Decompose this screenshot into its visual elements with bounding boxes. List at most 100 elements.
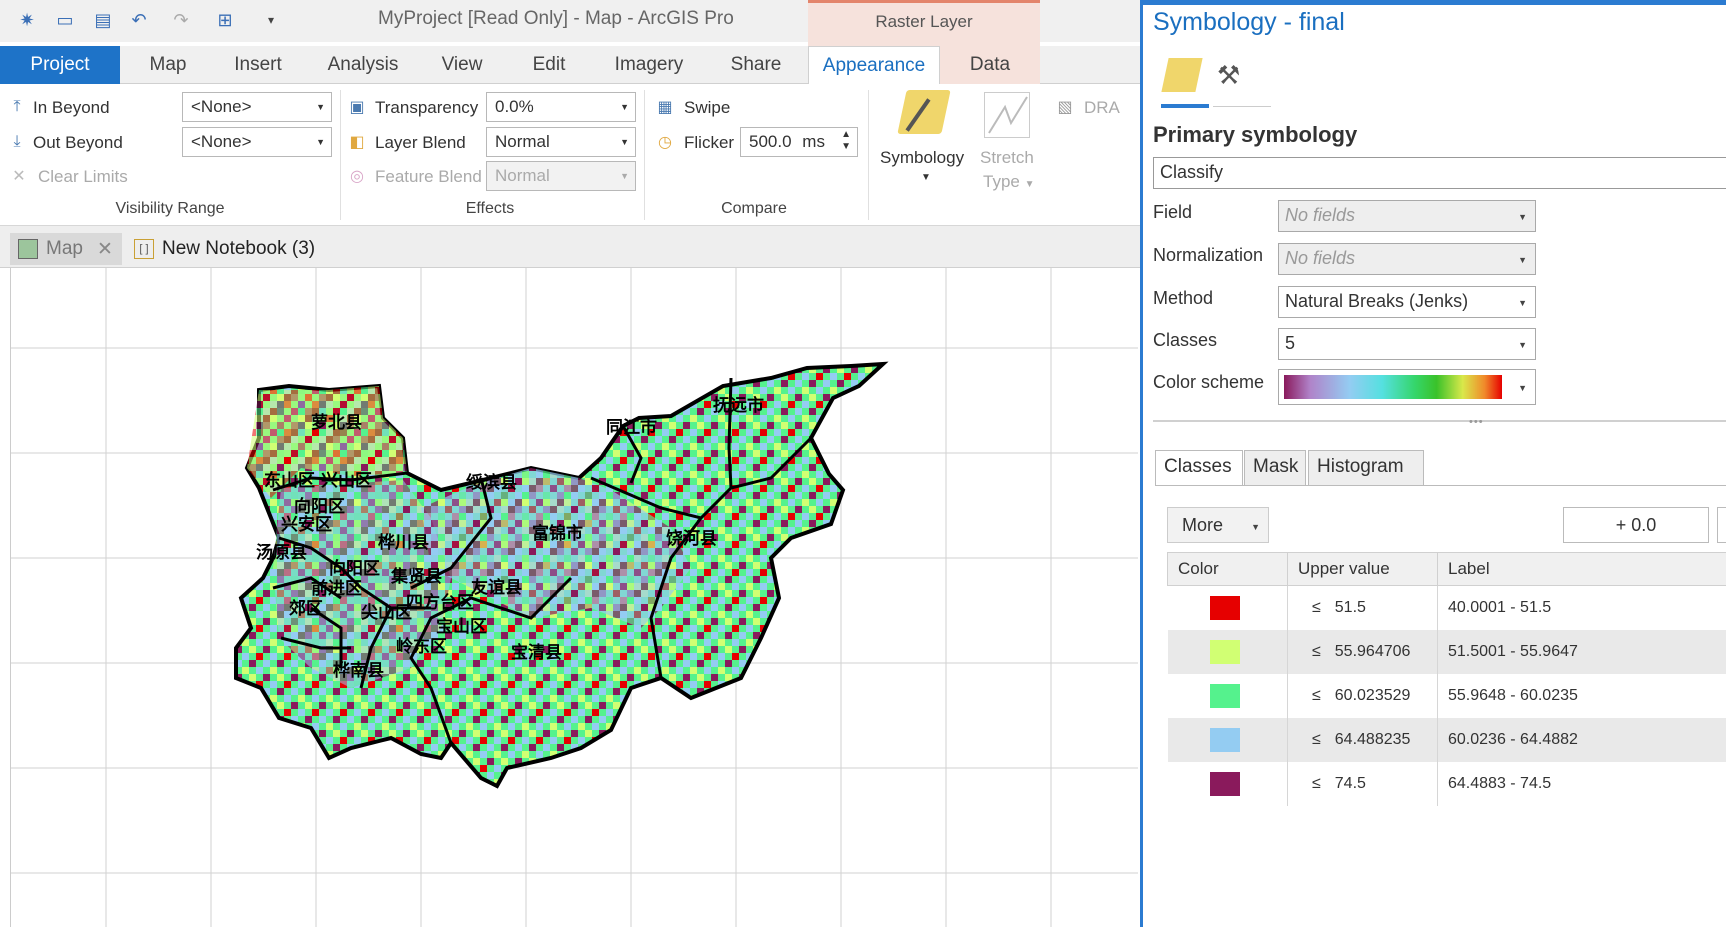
normalization-select[interactable]: No fields ▼ xyxy=(1278,243,1536,275)
spinner-arrows-icon[interactable]: ▲ ▼ xyxy=(841,129,851,152)
label-cell[interactable]: 55.9648 - 60.0235 xyxy=(1437,673,1726,718)
table-row[interactable]: ≤60.023529 55.9648 - 60.0235 xyxy=(1167,673,1726,718)
layer-blend-combo[interactable]: Normal ▼ xyxy=(486,127,636,157)
tab-edit[interactable]: Edit xyxy=(532,54,566,75)
tab-imagery[interactable]: Imagery xyxy=(614,54,684,75)
tab-view[interactable]: View xyxy=(441,54,483,75)
color-cell[interactable] xyxy=(1167,717,1288,762)
view-tab-notebook[interactable]: [ ] New Notebook (3) xyxy=(134,233,374,265)
col-upper-value[interactable]: Upper value xyxy=(1287,552,1438,586)
col-color[interactable]: Color xyxy=(1167,552,1288,586)
subtab-mask[interactable]: Mask xyxy=(1244,450,1306,486)
more-button[interactable]: More ▼ xyxy=(1167,507,1269,543)
upper-value: 55.964706 xyxy=(1334,642,1411,660)
class-color-swatch[interactable] xyxy=(1209,639,1240,664)
county-label: 同江市 xyxy=(606,417,657,438)
extra-button[interactable] xyxy=(1717,507,1726,543)
offset-input[interactable]: + 0.0 xyxy=(1563,507,1709,543)
county-label: 友谊县 xyxy=(471,577,522,598)
close-icon[interactable]: ✕ xyxy=(96,238,113,260)
county-label: 集贤县 xyxy=(390,566,442,587)
renderer-select[interactable]: Classify xyxy=(1153,157,1726,189)
color-cell[interactable] xyxy=(1167,629,1288,674)
flicker-interval-spinner[interactable]: 500.0 ms ▲ ▼ xyxy=(740,127,858,157)
in-beyond-label: In Beyond xyxy=(33,98,110,117)
splitter-grip-icon[interactable]: ••• xyxy=(1469,416,1484,428)
map-view[interactable]: 萝北县 同江市 抚远市 东山区 兴山区 绥滨县 向阳区 兴安区 汤原县 桦川县 富锦市 饶河县 向阳区集… xyxy=(10,268,1138,927)
upper-value-cell[interactable]: ≤60.023529 xyxy=(1287,673,1438,718)
class-color-swatch[interactable] xyxy=(1209,771,1240,796)
label-cell[interactable]: 40.0001 - 51.5 xyxy=(1437,585,1726,630)
label-cell[interactable]: 64.4883 - 74.5 xyxy=(1437,761,1726,806)
new-project-icon[interactable]: ✷ xyxy=(19,9,35,30)
offset-value: + 0.0 xyxy=(1615,515,1657,535)
upper-value-cell[interactable]: ≤64.488235 xyxy=(1287,717,1438,762)
transparency-combo[interactable]: 0.0% ▼ xyxy=(486,92,636,122)
save-project-icon[interactable]: ▤ xyxy=(94,9,112,30)
layer-blend-icon: ◧ xyxy=(349,134,365,151)
subtab-classes[interactable]: Classes xyxy=(1155,450,1243,486)
stretch-type-button[interactable]: Type ▼ xyxy=(983,172,1035,192)
table-row[interactable]: ≤74.5 64.4883 - 74.5 xyxy=(1167,761,1726,806)
effects-group-label: Effects xyxy=(465,200,515,217)
upper-value-cell[interactable]: ≤55.964706 xyxy=(1287,629,1438,674)
field-select[interactable]: No fields ▼ xyxy=(1278,200,1536,232)
class-color-swatch[interactable] xyxy=(1209,595,1240,620)
method-select[interactable]: Natural Breaks (Jenks) ▼ xyxy=(1278,286,1536,318)
masking-tab-icon[interactable]: ⚒ xyxy=(1217,60,1241,90)
chevron-down-icon: ▼ xyxy=(1518,383,1527,393)
tab-appearance[interactable]: Appearance xyxy=(808,46,940,85)
view-tab-map[interactable]: Map ✕ xyxy=(10,233,122,265)
tab-share[interactable]: Share xyxy=(730,54,782,75)
compare-group-label: Compare xyxy=(721,200,787,217)
clear-limits-button[interactable]: Clear Limits xyxy=(38,167,128,186)
subtab-histogram[interactable]: Histogram xyxy=(1308,450,1424,486)
feature-blend-combo[interactable]: Normal ▼ xyxy=(486,161,636,191)
app-title: MyProject [Read Only] - Map - ArcGIS Pro xyxy=(378,8,734,29)
raster-region[interactable] xyxy=(234,361,889,789)
dra-button[interactable]: DRA xyxy=(1084,98,1120,117)
county-label: 岭东区 xyxy=(396,636,447,657)
class-color-swatch[interactable] xyxy=(1209,683,1240,708)
col-label[interactable]: Label xyxy=(1437,552,1726,586)
view-tab-notebook-label: New Notebook (3) xyxy=(162,238,316,259)
table-row[interactable]: ≤64.488235 60.0236 - 64.4882 xyxy=(1167,717,1726,762)
undo-icon[interactable]: ↶ xyxy=(131,9,147,30)
layer-blend-label: Layer Blend xyxy=(375,133,466,152)
open-project-icon[interactable]: ▭ xyxy=(56,9,74,30)
symbology-button[interactable]: Symbology xyxy=(880,148,965,167)
color-scheme-select[interactable]: ▼ xyxy=(1278,369,1536,405)
transparency-label: Transparency xyxy=(375,98,479,117)
county-label: 四方台区 xyxy=(406,592,474,613)
in-beyond-combo[interactable]: <None> ▼ xyxy=(182,92,332,122)
upper-value-cell[interactable]: ≤74.5 xyxy=(1287,761,1438,806)
tab-project[interactable]: Project xyxy=(0,46,120,84)
quick-access-dropdown-icon[interactable]: ▾ xyxy=(267,13,275,27)
customize-layout-icon[interactable]: ⊞ xyxy=(217,9,233,30)
active-tab-indicator xyxy=(1161,104,1209,108)
primary-symbology-tab-icon[interactable] xyxy=(1161,58,1203,92)
tab-insert[interactable]: Insert xyxy=(234,54,282,75)
class-color-swatch[interactable] xyxy=(1209,727,1240,752)
table-row[interactable]: ≤51.5 40.0001 - 51.5 xyxy=(1167,585,1726,630)
swipe-button[interactable]: Swipe xyxy=(684,98,731,117)
classes-select[interactable]: 5 ▼ xyxy=(1278,328,1536,360)
out-beyond-combo[interactable]: <None> ▼ xyxy=(182,127,332,157)
map-canvas[interactable]: 萝北县 同江市抚远市东山区 兴山区 绥滨县向阳区兴安区汤原县 桦川县 富锦市 饶河县向阳区集… xyxy=(11,268,1138,927)
out-beyond-value: <None> xyxy=(191,132,252,151)
color-cell[interactable] xyxy=(1167,761,1288,806)
county-label: 尖山区 xyxy=(361,602,412,623)
upper-value: 60.023529 xyxy=(1334,686,1411,704)
tab-data[interactable]: Data xyxy=(940,46,1040,84)
color-cell[interactable] xyxy=(1167,673,1288,718)
color-cell[interactable] xyxy=(1167,585,1288,630)
chevron-down-icon: ▼ xyxy=(316,102,325,112)
label-cell[interactable]: 51.5001 - 55.9647 xyxy=(1437,629,1726,674)
le-symbol: ≤ xyxy=(1312,730,1321,748)
label-cell[interactable]: 60.0236 - 64.4882 xyxy=(1437,717,1726,762)
tab-analysis[interactable]: Analysis xyxy=(327,54,399,75)
table-row[interactable]: ≤55.964706 51.5001 - 55.9647 xyxy=(1167,629,1726,674)
redo-icon[interactable]: ↷ xyxy=(173,9,189,30)
upper-value-cell[interactable]: ≤51.5 xyxy=(1287,585,1438,630)
tab-map[interactable]: Map xyxy=(149,54,187,75)
